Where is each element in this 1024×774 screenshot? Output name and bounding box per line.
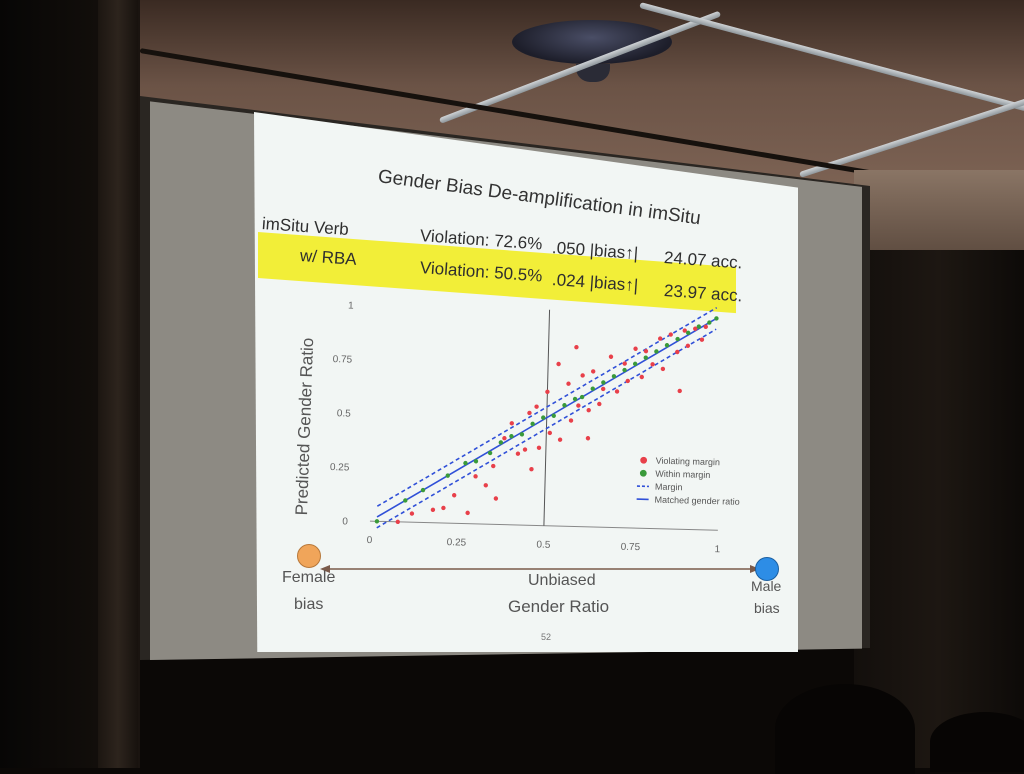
violating-margin-point [527,411,532,416]
violating-margin-point [494,496,499,501]
male-bias-label: bias [754,600,780,616]
audience-head [775,684,915,774]
female-bias-dot [297,544,321,568]
y-tick-label: 0.5 [337,408,352,419]
violating-margin-point [580,373,585,378]
violating-margin-point [431,508,436,513]
violating-margin-point [576,403,581,408]
audience-head [930,712,1024,772]
violating-margin-point [661,367,666,372]
violating-margin-point [566,381,571,386]
legend-marker [640,457,647,464]
violating-margin-point [441,506,446,511]
violating-margin-point [534,404,539,409]
violating-margin-point [574,345,579,350]
violating-margin-point [529,467,534,472]
y-tick-label: 0.75 [333,354,353,366]
slide-number: 52 [541,632,551,642]
legend-label: Within margin [655,469,710,480]
violating-margin-point [452,493,457,498]
violating-margin-point [502,436,507,441]
violating-margin-point [615,389,620,394]
legend-label: Matched gender ratio [654,495,739,507]
female-label: Female [282,569,335,587]
violating-margin-point [700,337,705,342]
violating-margin-point [510,421,515,426]
violating-margin-point [491,464,496,469]
pillar [98,0,138,768]
violating-margin-point [558,437,563,442]
violating-margin-point [523,447,528,452]
violating-margin-point [586,436,591,441]
violating-margin-point [586,408,591,413]
legend-marker [640,470,647,477]
violating-margin-point [677,389,682,394]
violating-margin-point [396,520,401,525]
violating-margin-point [484,483,489,488]
within-margin-point [375,519,380,524]
violating-margin-point [516,451,521,456]
y-tick-label: 0.25 [330,462,350,474]
violating-margin-point [640,375,645,380]
male-label: Male [751,578,781,594]
matched-ratio-line [377,310,716,526]
legend-label: Margin [655,482,683,493]
violating-margin-point [633,346,638,351]
violating-margin-point [545,390,550,395]
violating-margin-point [548,431,553,436]
gender-ratio-label: Gender Ratio [508,597,609,617]
unbiased-label: Unbiased [528,572,596,590]
violating-margin-point [650,362,655,367]
legend-label: Violating margin [656,456,721,468]
violating-margin-point [622,361,627,366]
violating-margin-point [410,511,415,516]
y-tick-label: 0 [342,516,348,527]
right-wall-upper [854,170,1024,255]
violating-margin-point [597,402,602,407]
violating-margin-point [569,418,574,423]
violating-margin-point [601,387,606,392]
violating-margin-point [537,446,542,451]
female-bias-label: bias [294,596,323,614]
row-1-label: w/ RBA [299,246,357,270]
violating-margin-point [609,354,614,359]
violating-margin-point [591,369,596,374]
y-tick-label: 1 [348,300,354,311]
violating-margin-point [473,474,478,479]
violating-margin-point [465,511,470,516]
violating-margin-point [556,362,561,367]
